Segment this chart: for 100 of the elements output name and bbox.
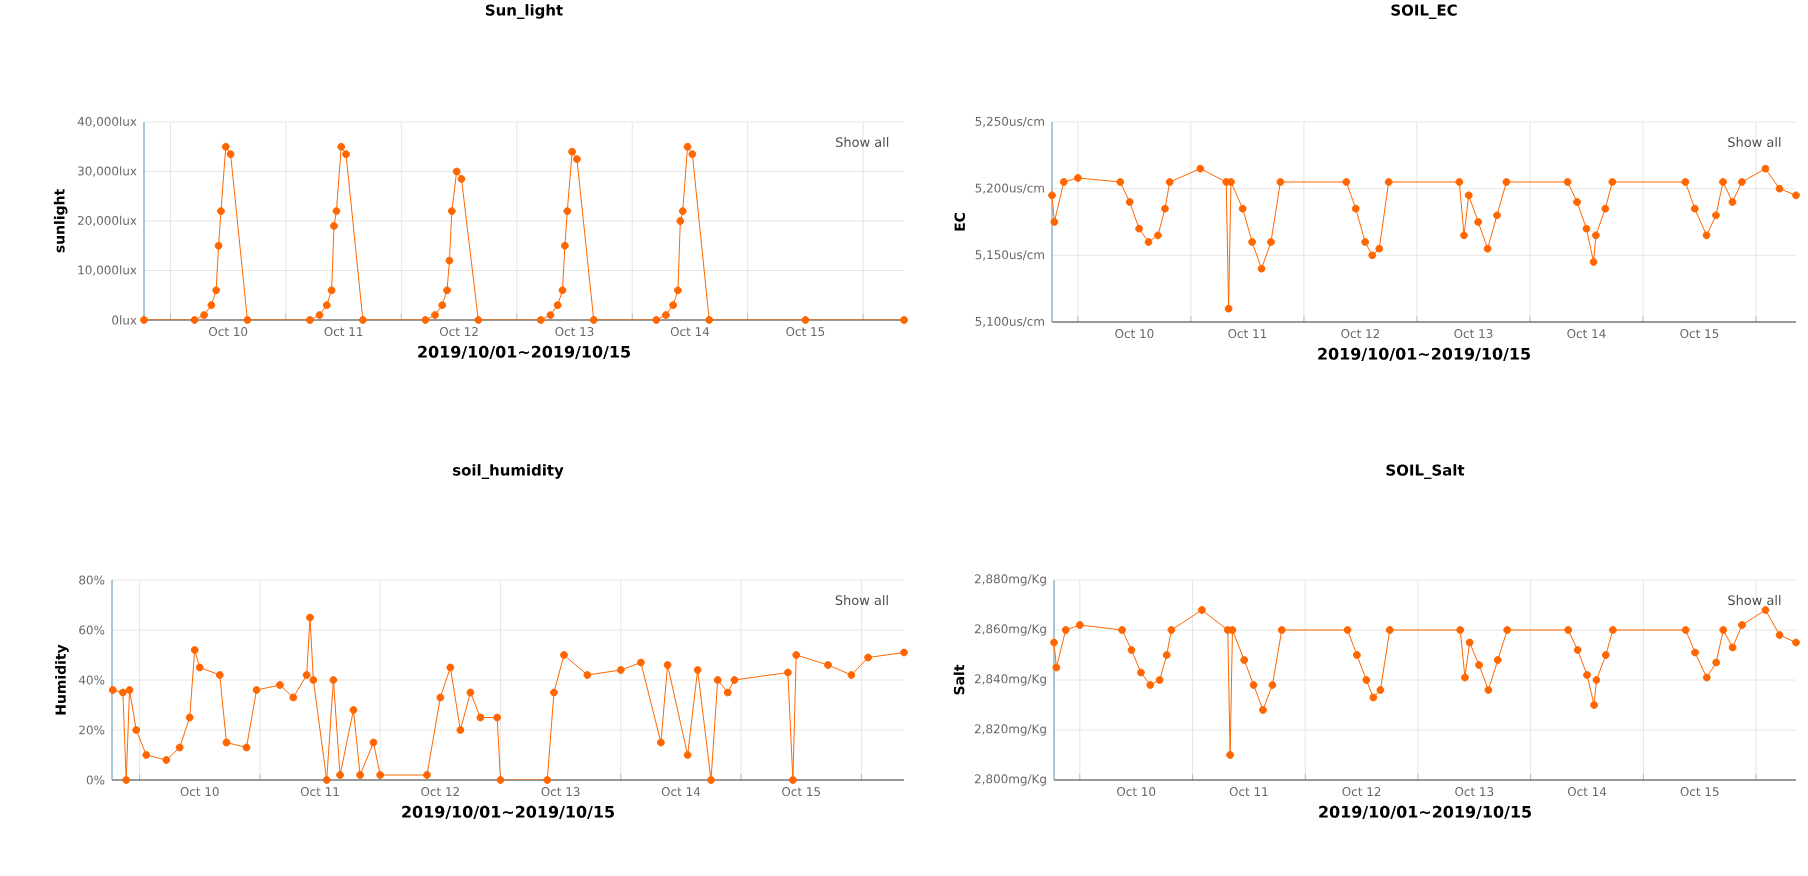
point: [1792, 638, 1800, 647]
point: [446, 663, 455, 672]
point: [289, 693, 298, 702]
point: [221, 142, 230, 151]
point: [369, 738, 378, 747]
point: [315, 311, 324, 319]
point: [693, 666, 702, 674]
point: [108, 686, 117, 694]
point: [1146, 681, 1155, 689]
point: [656, 738, 665, 747]
point: [474, 316, 483, 324]
point: [1573, 198, 1581, 206]
point: [1144, 238, 1153, 246]
point: [1719, 626, 1728, 634]
point: [302, 671, 311, 679]
point: [1343, 626, 1352, 634]
point: [616, 666, 625, 674]
point: [1351, 204, 1360, 213]
point: [662, 311, 670, 319]
point: [185, 713, 194, 722]
point: [1061, 626, 1070, 634]
point: [1483, 244, 1492, 253]
point: [423, 771, 431, 779]
point: [1474, 218, 1483, 226]
point: [1719, 178, 1727, 186]
point: [1712, 211, 1720, 220]
point: [276, 681, 284, 689]
point: [1353, 651, 1361, 659]
point: [1728, 198, 1737, 206]
point: [1502, 178, 1511, 186]
point: [1050, 638, 1058, 647]
point: [1761, 164, 1770, 173]
point: [1484, 686, 1493, 694]
point: [788, 776, 797, 784]
point: [1591, 231, 1600, 240]
point: [1075, 621, 1084, 629]
point: [1792, 191, 1800, 200]
point: [200, 311, 209, 319]
point: [1737, 178, 1746, 186]
point: [243, 316, 252, 324]
point: [723, 688, 732, 697]
point: [1582, 224, 1591, 233]
point: [573, 155, 581, 164]
point: [195, 663, 204, 672]
point: [783, 668, 792, 677]
point: [175, 743, 184, 752]
point: [337, 142, 346, 151]
point: [217, 207, 225, 215]
point: [466, 688, 475, 697]
point: [1564, 626, 1573, 634]
point: [1728, 643, 1737, 652]
point: [190, 646, 199, 654]
point: [436, 693, 445, 702]
point: [1573, 646, 1582, 654]
point: [900, 316, 908, 324]
point: [563, 207, 572, 215]
point: [1455, 178, 1464, 186]
point: [1361, 238, 1370, 246]
point: [1702, 231, 1711, 240]
point: [226, 150, 235, 159]
point: [140, 316, 148, 324]
point: [1167, 626, 1176, 634]
point: [1464, 191, 1473, 200]
point: [214, 241, 223, 250]
point: [1461, 673, 1469, 682]
point: [322, 776, 331, 784]
point: [309, 676, 318, 684]
point: [1118, 626, 1127, 634]
point: [122, 776, 131, 784]
point: [669, 301, 678, 310]
point: [1589, 258, 1598, 266]
point: [636, 658, 645, 667]
point: [1460, 231, 1468, 240]
point: [536, 316, 545, 324]
point: [1493, 211, 1501, 220]
point: [1249, 681, 1258, 689]
point: [336, 771, 344, 779]
point: [1162, 651, 1171, 659]
point: [1583, 671, 1591, 679]
point: [356, 771, 365, 779]
point: [688, 150, 697, 159]
point: [457, 175, 466, 183]
point: [705, 316, 714, 324]
point: [1198, 606, 1206, 614]
point: [306, 316, 314, 324]
point: [1702, 673, 1711, 682]
point: [1376, 686, 1385, 694]
point: [1155, 676, 1164, 684]
point: [589, 316, 598, 324]
point: [1238, 204, 1247, 213]
point: [358, 316, 367, 324]
point: [342, 150, 350, 159]
point: [332, 207, 341, 215]
point: [1116, 178, 1125, 186]
point: [1248, 238, 1257, 246]
point: [1592, 676, 1601, 684]
point: [1775, 631, 1784, 639]
point: [1475, 661, 1483, 669]
point: [1135, 224, 1144, 233]
point: [1268, 681, 1277, 689]
